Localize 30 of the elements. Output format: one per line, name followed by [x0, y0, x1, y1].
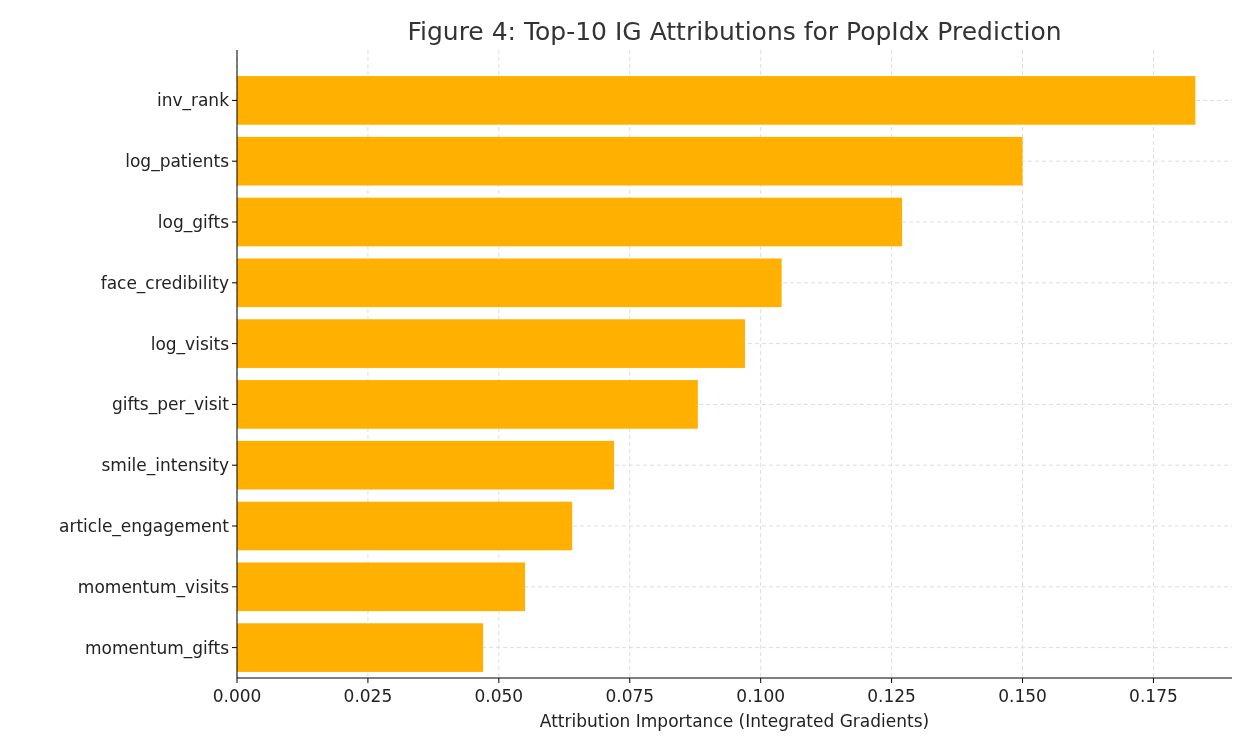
x-tick-label: 0.150: [998, 686, 1047, 706]
bar: [237, 136, 1023, 186]
y-tick-label: face_credibility: [100, 272, 229, 294]
x-axis-title: Attribution Importance (Integrated Gradients): [539, 711, 930, 731]
bar: [237, 380, 698, 429]
bar: [237, 319, 745, 368]
y-tick-label: momentum_visits: [77, 576, 230, 598]
bar: [237, 562, 526, 612]
x-tick-label: 0.050: [474, 686, 524, 706]
y-tick-label: gifts_per_visit: [112, 394, 230, 416]
x-tick-label: 0.000: [212, 686, 262, 706]
chart-title: Figure 4: Top-10 IG Attributions for PopIdx Prediction: [407, 17, 1062, 46]
y-tick-label: log_gifts: [157, 211, 230, 233]
bar: [237, 258, 782, 308]
y-tick-label: log_visits: [150, 333, 230, 355]
y-tick-label: momentum_gifts: [85, 637, 230, 659]
x-tick-label: 0.125: [867, 686, 916, 706]
y-tick-label: smile_intensity: [101, 455, 229, 477]
bar: [237, 440, 615, 490]
x-tick-label: 0.175: [1129, 686, 1178, 706]
x-tick-label: 0.100: [736, 686, 786, 706]
y-tick-label: article_engagement: [59, 515, 230, 537]
x-tick-label: 0.025: [343, 686, 393, 706]
bar: [237, 623, 484, 672]
bar: [237, 501, 573, 551]
y-tick-label: inv_rank: [156, 90, 230, 112]
bar: [237, 197, 903, 247]
bar: [237, 76, 1196, 125]
y-tick-label: log_patients: [125, 151, 230, 173]
x-tick-label: 0.075: [605, 686, 655, 706]
